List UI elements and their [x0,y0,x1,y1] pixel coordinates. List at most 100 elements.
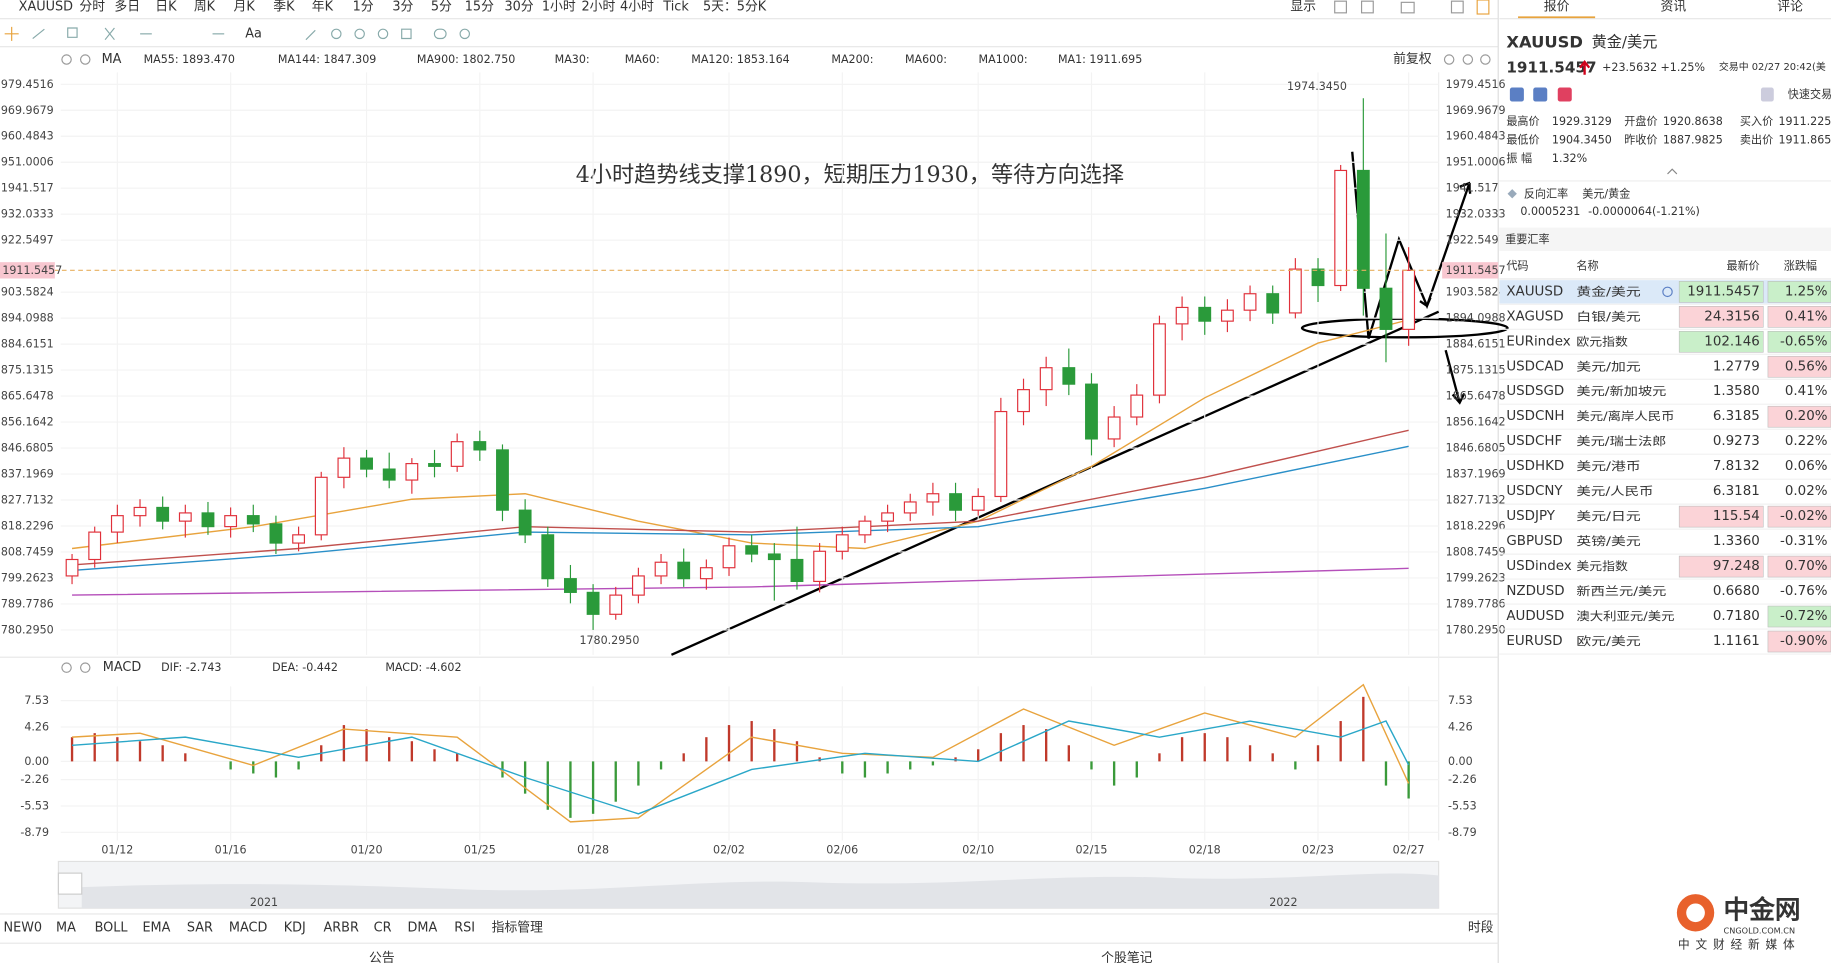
y-tick-label: 1808.7459 [0,545,54,558]
row-price: 1.1161 [1713,634,1760,649]
row-code[interactable]: XAUUSD [1506,284,1563,299]
pane-icons[interactable] [61,0,1491,673]
quote-icon[interactable] [1509,87,1524,102]
row-price: 6.3181 [1713,484,1760,499]
bottom-tab[interactable]: 个股笔记 [1101,950,1152,963]
quick-trade-icon[interactable] [1760,87,1774,102]
x-tick-label: 02/27 [1393,843,1425,856]
indicator-tab[interactable]: CR [374,920,392,935]
period-tab[interactable]: 1小时 [542,0,576,15]
period-tab[interactable]: 2小时 [582,0,616,15]
restore-button[interactable]: 前复权 [1393,51,1432,67]
macd-bar [841,761,844,774]
period-tab[interactable]: 日K [155,0,177,15]
y-tick-label: 1884.6151 [1446,338,1506,351]
period-tab[interactable]: 15分 [465,0,494,15]
collapse-arrow[interactable] [1667,168,1678,175]
x-tick-label: 02/02 [713,843,745,856]
indicator-tab[interactable]: RSI [454,920,475,935]
indicator-tab[interactable]: EMA [142,920,170,935]
candle-body [201,512,215,528]
candle-body [1062,367,1076,385]
candle-body [1220,309,1234,322]
display-menu[interactable]: 显示 [1290,0,1316,15]
candle-body [564,578,577,593]
indicator-tab[interactable]: KDJ [284,920,306,935]
candle-body [133,506,147,517]
indicator-tab[interactable]: MACD [229,920,268,935]
row-code[interactable]: USDCHF [1506,434,1562,449]
last-price-tag [0,262,55,279]
macd-bar [773,729,776,762]
legend-entry: MA600: [905,53,947,66]
period-tab[interactable]: 5天：5分K [703,0,767,15]
macd-bar [161,745,164,762]
indicator-tab[interactable]: 指标管理 [492,920,543,935]
period-tab[interactable]: 周K [194,0,216,15]
row-code[interactable]: EURUSD [1506,634,1562,649]
candle-body [337,457,351,478]
y-tick-label: 1827.7132 [1446,494,1506,507]
period-tab[interactable]: 年K [312,0,334,15]
indicator-tab[interactable]: BOLL [95,920,129,935]
quote-icon[interactable] [1557,87,1572,102]
period-tab[interactable]: 30分 [504,0,533,15]
candle-body [1266,293,1280,314]
period-tab[interactable]: 月K [234,0,256,15]
row-name: 英镑/美元 [1576,534,1640,548]
indicator-tab[interactable]: ARBR [323,920,358,935]
x-tick-label: 02/23 [1302,843,1334,856]
row-price: 97.248 [1713,559,1760,574]
price-box [1678,306,1764,328]
period-tab[interactable]: 3分 [392,0,413,15]
row-code[interactable]: USDindex [1506,559,1571,574]
bottom-tab[interactable]: 公告 [369,951,395,963]
row-code[interactable]: XAGUSD [1506,309,1563,324]
quick-trade[interactable]: 快速交易 [1788,87,1831,101]
row-price: 1.3580 [1713,384,1760,399]
legend-entry: MACD: -4.602 [385,661,461,674]
indicator-tab[interactable]: NEW0 [4,920,43,935]
row-code[interactable]: NZDUSD [1506,584,1564,599]
indicator-tab[interactable]: MA [56,920,76,935]
row-code[interactable]: USDCNY [1506,484,1563,499]
row-code[interactable]: GBPUSD [1506,534,1562,549]
candle-body [699,567,713,580]
symbol[interactable]: XAUUSD [19,0,73,15]
row-change: 0.02% [1785,484,1828,499]
row-code[interactable]: USDCNH [1506,409,1564,424]
navigator-handle[interactable] [57,872,83,895]
indicator-tab[interactable]: SAR [187,920,213,935]
session-button[interactable]: 时段 [1468,920,1494,935]
panel-tab[interactable]: 资讯 [1661,0,1687,15]
panel-tab[interactable]: 评论 [1777,0,1803,15]
candle-body [360,457,373,470]
panel-tab[interactable]: 报价 [1544,0,1570,15]
macd-bar [863,761,867,778]
period-tab[interactable]: 分时 [79,0,105,15]
y-tick-label: 1780.2950 [0,623,54,636]
y-tick-label: 1969.9679 [0,104,54,117]
row-code[interactable]: AUDUSD [1506,609,1564,624]
row-code[interactable]: USDSGD [1506,384,1564,399]
row-code[interactable]: EURindex [1506,334,1570,349]
period-tab[interactable]: Tick [662,0,689,15]
period-tab[interactable]: 季K [273,0,295,15]
macd-bar [1316,745,1320,762]
quote-icon[interactable] [1533,87,1548,102]
macd-bar [1294,761,1297,770]
period-tab[interactable]: 5分 [431,0,452,15]
stat-value: 1920.8638 [1663,115,1723,128]
period-tab[interactable]: 多日 [114,0,140,15]
indicator-tab[interactable]: DMA [408,920,438,935]
period-tab[interactable]: 1分 [353,0,374,15]
watch-icon[interactable] [1662,286,1673,298]
annotation: 4小时趋势线支撑1890，短期压力1930，等待方向选择 [576,162,1124,188]
row-code[interactable]: USDHKD [1506,459,1564,474]
row-code[interactable]: USDCAD [1506,359,1564,374]
macd-bar [750,721,753,762]
row-code[interactable]: USDJPY [1506,509,1555,524]
period-tab[interactable]: 4小时 [620,0,654,15]
drawing-tools[interactable] [4,26,471,41]
text-tool[interactable]: Aa [245,26,262,41]
